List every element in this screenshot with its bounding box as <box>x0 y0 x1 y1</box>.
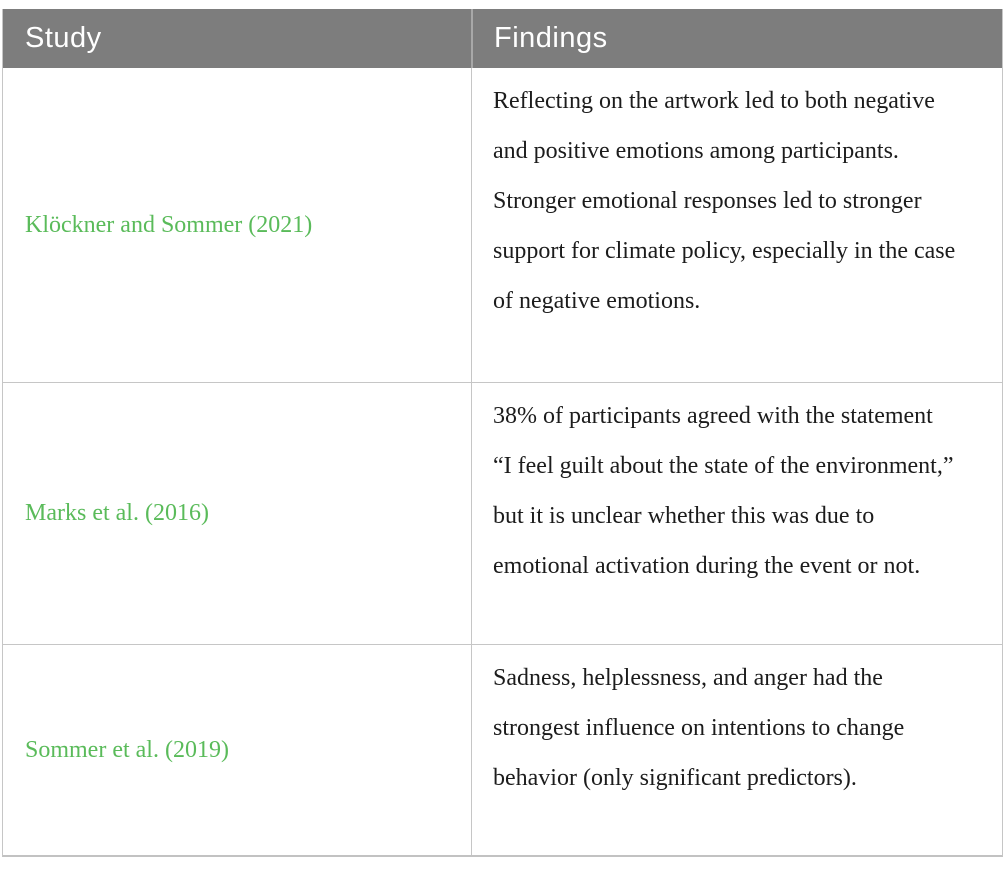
table-row: Sommer et al. (2019) Sadness, helplessne… <box>3 644 1002 855</box>
finding-text: Reflecting on the artwork led to both ne… <box>471 68 1002 382</box>
study-citation-link[interactable]: Sommer et al. (2019) <box>25 736 229 763</box>
table-header-row: Study Findings <box>3 9 1002 68</box>
study-citation-link[interactable]: Marks et al. (2016) <box>25 500 209 526</box>
finding-text: Sadness, helplessness, and anger had the… <box>471 645 1002 855</box>
table-row: Klöckner and Sommer (2021) Reflecting on… <box>3 68 1002 382</box>
table-row: Marks et al. (2016) 38% of participants … <box>3 382 1002 644</box>
column-header-findings: Findings <box>471 9 1002 68</box>
column-header-study: Study <box>25 22 102 54</box>
study-findings-table: Study Findings Klöckner and Sommer (2021… <box>2 9 1003 857</box>
study-cell: Marks et al. (2016) <box>3 383 471 644</box>
study-citation-link[interactable]: Klöckner and Sommer (2021) <box>25 211 313 238</box>
study-cell: Sommer et al. (2019) <box>3 645 471 855</box>
finding-text: 38% of participants agreed with the stat… <box>471 383 1002 644</box>
study-cell: Klöckner and Sommer (2021) <box>3 68 471 382</box>
